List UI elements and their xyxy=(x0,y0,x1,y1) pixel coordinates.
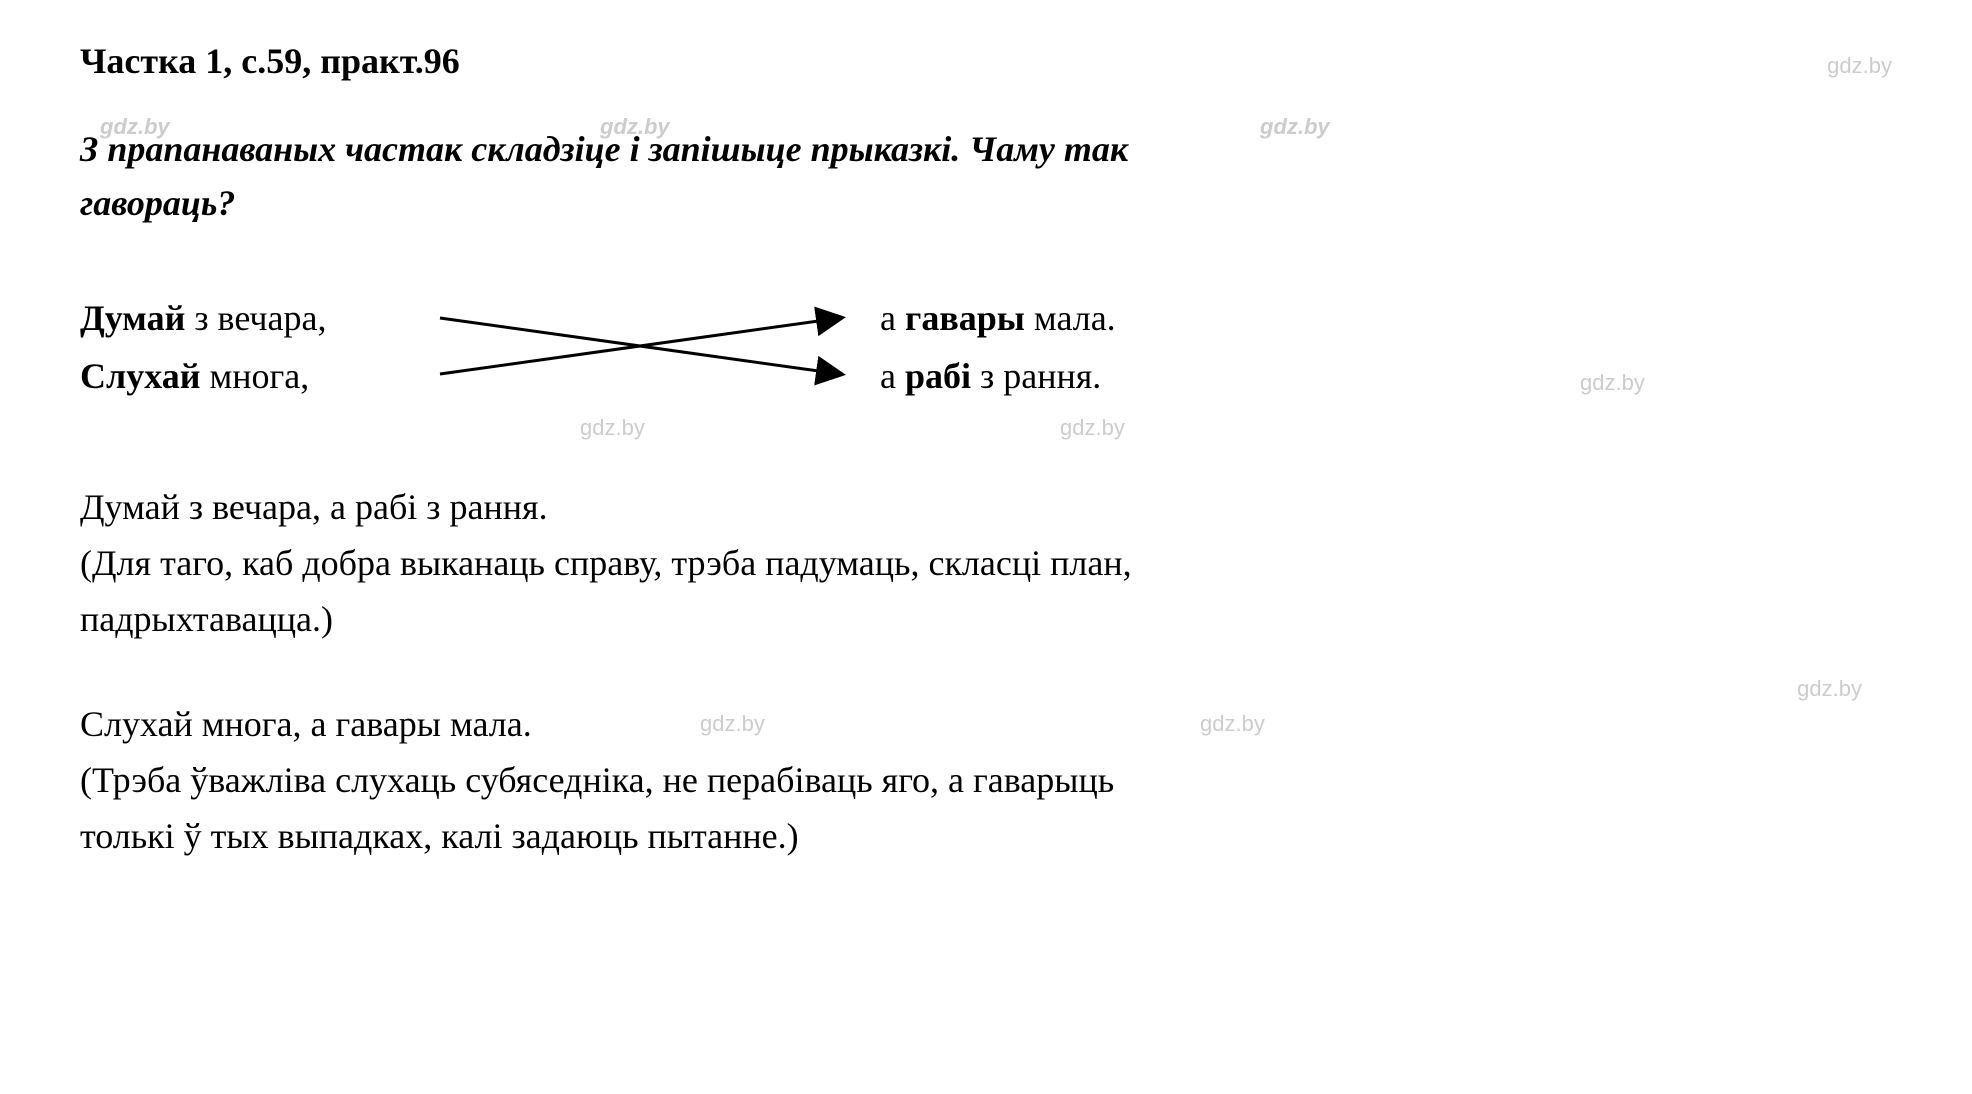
right1-pre: а xyxy=(880,298,905,338)
answer2-explanation-line1: (Трэба ўважліва слухаць субяседніка, не … xyxy=(80,753,1892,809)
header-row: Частка 1, с.59, практ.96 gdz.by xyxy=(80,40,1892,122)
left-column: Думай з вечара, Слухай многа, xyxy=(80,290,326,405)
right-row-1: а гавары мала. xyxy=(880,290,1116,348)
right2-bold: рабі xyxy=(905,356,971,396)
left1-rest: з вечара, xyxy=(185,298,326,338)
answer1-explanation-line1: (Для таго, каб добра выканаць справу, тр… xyxy=(80,536,1892,592)
task-text: gdz.by gdz.by gdz.by З прапанаваных част… xyxy=(80,122,1892,230)
right2-pre: а xyxy=(880,356,905,396)
arrow-line-1 xyxy=(440,318,840,374)
right1-bold: гавары xyxy=(905,298,1025,338)
watermark: gdz.by xyxy=(1060,415,1125,441)
task-line-1: З прапанаваных частак складзіце і запішы… xyxy=(80,129,1128,169)
answer2-explanation-line2: толькі ў тых выпадках, калі задаюць пыта… xyxy=(80,809,1892,865)
watermark: gdz.by xyxy=(1200,707,1265,741)
watermark: gdz.by xyxy=(700,707,765,741)
right-row-2: а рабі з рання. xyxy=(880,348,1116,406)
answer1-title: Думай з вечара, а рабі з рання. xyxy=(80,480,1892,536)
left2-bold: Слухай xyxy=(80,356,200,396)
right1-rest: мала. xyxy=(1025,298,1116,338)
matching-block: Думай з вечара, Слухай многа, а гавары м… xyxy=(80,290,1892,440)
left1-bold: Думай xyxy=(80,298,185,338)
answer1-explanation-line2: падрыхтавацца.) xyxy=(80,592,1892,648)
left-row-2: Слухай многа, xyxy=(80,348,326,406)
arrow-line-2 xyxy=(440,318,840,374)
watermark: gdz.by xyxy=(1580,370,1645,396)
watermark: gdz.by xyxy=(580,415,645,441)
answer-block-1: Думай з вечара, а рабі з рання. (Для таг… xyxy=(80,480,1892,647)
right-column: а гавары мала. а рабі з рання. xyxy=(880,290,1116,405)
answer-block-2: gdz.by Слухай многа, а гавары мала. gdz.… xyxy=(80,697,1892,864)
document-container: Частка 1, с.59, практ.96 gdz.by gdz.by g… xyxy=(80,40,1892,865)
left2-rest: многа, xyxy=(200,356,309,396)
right2-rest: з рання. xyxy=(971,356,1101,396)
answer2-title: Слухай многа, а гавары мала. xyxy=(80,704,532,744)
watermark-top-right: gdz.by xyxy=(1827,53,1892,79)
task-line-2: гавораць? xyxy=(80,183,235,223)
exercise-header: Частка 1, с.59, практ.96 xyxy=(80,40,460,82)
left-row-1: Думай з вечара, xyxy=(80,290,326,348)
